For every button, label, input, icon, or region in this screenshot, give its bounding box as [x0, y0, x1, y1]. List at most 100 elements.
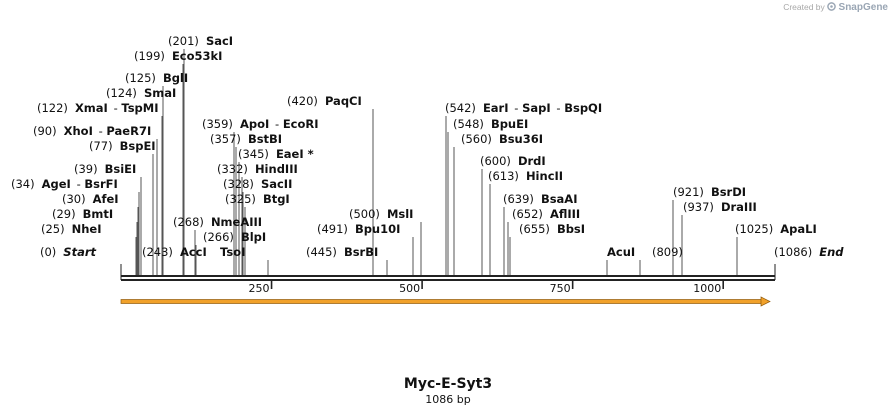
site-position: (600): [480, 154, 511, 168]
site-saci[interactable]: (201) SacI: [168, 34, 233, 48]
site-smai[interactable]: (124) SmaI: [106, 86, 176, 100]
site-label-bmti: (29) BmtI: [52, 207, 113, 221]
site-separator: -: [108, 101, 122, 115]
site-agei-bsrfi[interactable]: (34) AgeI - BsrFI: [11, 177, 118, 191]
site-position: (445): [306, 245, 337, 259]
site-eari-sapi-bspqi[interactable]: (542) EarI - SapI - BspQI: [445, 101, 602, 115]
site-separator: -: [71, 177, 85, 191]
site-label-eaei: (345) EaeI *: [238, 147, 314, 161]
site-labels: (0) Start (25) NheI(29) BmtI(30) AfeI (34) AgeI…: [11, 34, 844, 259]
site-bpuei[interactable]: (548) BpuEI: [453, 117, 528, 131]
site-position: (1086): [774, 245, 812, 259]
site-bsiei[interactable]: (39) BsiEI: [74, 162, 136, 176]
site-label-smai: (124) SmaI: [106, 86, 176, 100]
site-bspei[interactable]: (77) BspEI: [89, 139, 156, 153]
site-position: (30): [62, 192, 86, 206]
site-hindiii[interactable]: (332) HindIII: [217, 162, 298, 176]
site-position: (25): [41, 222, 65, 236]
site-position: (1025): [735, 222, 773, 236]
feature-arrow[interactable]: [120, 296, 771, 307]
site-eaei[interactable]: (345) EaeI *: [238, 147, 314, 161]
site-afliii[interactable]: (652) AflIII: [512, 207, 580, 221]
site-label-acci: (243) AccI: [142, 245, 207, 259]
site-bsrbi[interactable]: (445) BsrBI: [306, 245, 378, 259]
site-end[interactable]: (1086) End: [774, 245, 844, 259]
site-afei[interactable]: (30) AfeI: [62, 192, 119, 206]
site-bgli[interactable]: (125) BglI: [125, 71, 188, 85]
site-msli[interactable]: (500) MslI: [349, 207, 413, 221]
site-pos-809[interactable]: (809): [652, 245, 683, 259]
site-xhoi-paer7i[interactable]: (90) XhoI - PaeR7I: [33, 124, 151, 138]
site-enzyme-name: BglI: [163, 71, 188, 85]
site-bbsi[interactable]: (655) BbsI: [519, 222, 585, 236]
site-nhei[interactable]: (25) NheI: [41, 222, 102, 236]
site-label-blpi: (266) BlpI: [203, 230, 266, 244]
snapgene-logo-icon: [827, 2, 836, 11]
site-position: (655): [519, 222, 550, 236]
site-position: (199): [134, 49, 165, 63]
site-label-tsoi: TsoI: [220, 245, 245, 259]
site-enzyme-name: PaqCI: [325, 94, 362, 108]
site-label-hindiii: (332) HindIII: [217, 162, 298, 176]
site-enzyme-name: EarI: [483, 101, 509, 115]
site-enzyme-name: BstBI: [248, 132, 282, 146]
site-label-saci: (201) SacI: [168, 34, 233, 48]
site-enzyme-name: BsrFI: [84, 177, 117, 191]
site-draiii[interactable]: (937) DraIII: [683, 200, 757, 214]
site-position: (0): [40, 245, 56, 259]
site-label-sacii: (328) SacII: [223, 177, 292, 191]
site-apali[interactable]: (1025) ApaLI: [735, 222, 817, 236]
site-apoi-ecori[interactable]: (359) ApoI - EcoRI: [202, 117, 319, 131]
site-bsrdi[interactable]: (921) BsrDI: [673, 185, 746, 199]
site-separator: -: [551, 101, 565, 115]
site-label-msli: (500) MslI: [349, 207, 413, 221]
site-enzyme-name: DraIII: [721, 200, 757, 214]
site-position: (500): [349, 207, 380, 221]
site-acci[interactable]: (243) AccI: [142, 245, 207, 259]
site-label-bsu36i: (560) Bsu36I: [461, 132, 543, 146]
site-btgi[interactable]: (325) BtgI: [225, 192, 290, 206]
site-eco53ki[interactable]: (199) Eco53kI: [134, 49, 222, 63]
site-label-start: (0) Start: [40, 245, 97, 259]
site-enzyme-name: NheI: [72, 222, 102, 236]
feature-arrow-head-icon: [760, 296, 771, 307]
site-position: (652): [512, 207, 543, 221]
site-nmeaiii[interactable]: (268) NmeAIII: [173, 215, 262, 229]
site-label-afliii: (652) AflIII: [512, 207, 580, 221]
site-label-xmai-tspmi: (122) XmaI - TspMI: [37, 101, 159, 115]
site-position: (937): [683, 200, 714, 214]
site-bsu36i[interactable]: (560) Bsu36I: [461, 132, 543, 146]
site-bstbi[interactable]: (357) BstBI: [210, 132, 282, 146]
site-start[interactable]: (0) Start: [40, 245, 97, 259]
site-drdi[interactable]: (600) DrdI: [480, 154, 546, 168]
credit-brand: SnapGene: [838, 2, 888, 13]
feature-arrow-body: [120, 299, 763, 304]
site-enzyme-name: SacII: [261, 177, 292, 191]
site-hincii[interactable]: (613) HincII: [488, 169, 563, 183]
site-bpu10i[interactable]: (491) Bpu10I: [317, 222, 400, 236]
site-label-bsrdi: (921) BsrDI: [673, 185, 746, 199]
site-enzyme-name: BpuEI: [491, 117, 528, 131]
site-tsoi[interactable]: TsoI: [220, 245, 245, 259]
site-paqci[interactable]: (420) PaqCI: [287, 94, 362, 108]
site-bsaai[interactable]: (639) BsaAI: [503, 192, 578, 206]
site-label-pos-809: (809): [652, 245, 683, 259]
site-acui[interactable]: AcuI: [607, 245, 635, 259]
site-enzyme-name: End: [819, 245, 844, 259]
site-enzyme-name: TsoI: [220, 245, 245, 259]
site-sacii[interactable]: (328) SacII: [223, 177, 292, 191]
site-label-drdi: (600) DrdI: [480, 154, 546, 168]
site-enzyme-name: SapI: [522, 101, 551, 115]
site-xmai-tspmi[interactable]: (122) XmaI - TspMI: [37, 101, 159, 115]
site-label-xhoi-paer7i: (90) XhoI - PaeR7I: [33, 124, 151, 138]
site-label-bstbi: (357) BstBI: [210, 132, 282, 146]
site-enzyme-name: Start: [63, 245, 96, 259]
site-label-acui: AcuI: [607, 245, 635, 259]
site-label-bpu10i: (491) Bpu10I: [317, 222, 400, 236]
site-position: (332): [217, 162, 248, 176]
site-blpi[interactable]: (266) BlpI: [203, 230, 266, 244]
site-enzyme-name: EaeI *: [276, 147, 314, 161]
sequence-length: 1086 bp: [425, 393, 471, 406]
site-bmti[interactable]: (29) BmtI: [52, 207, 113, 221]
site-enzyme-name: BsaAI: [541, 192, 578, 206]
